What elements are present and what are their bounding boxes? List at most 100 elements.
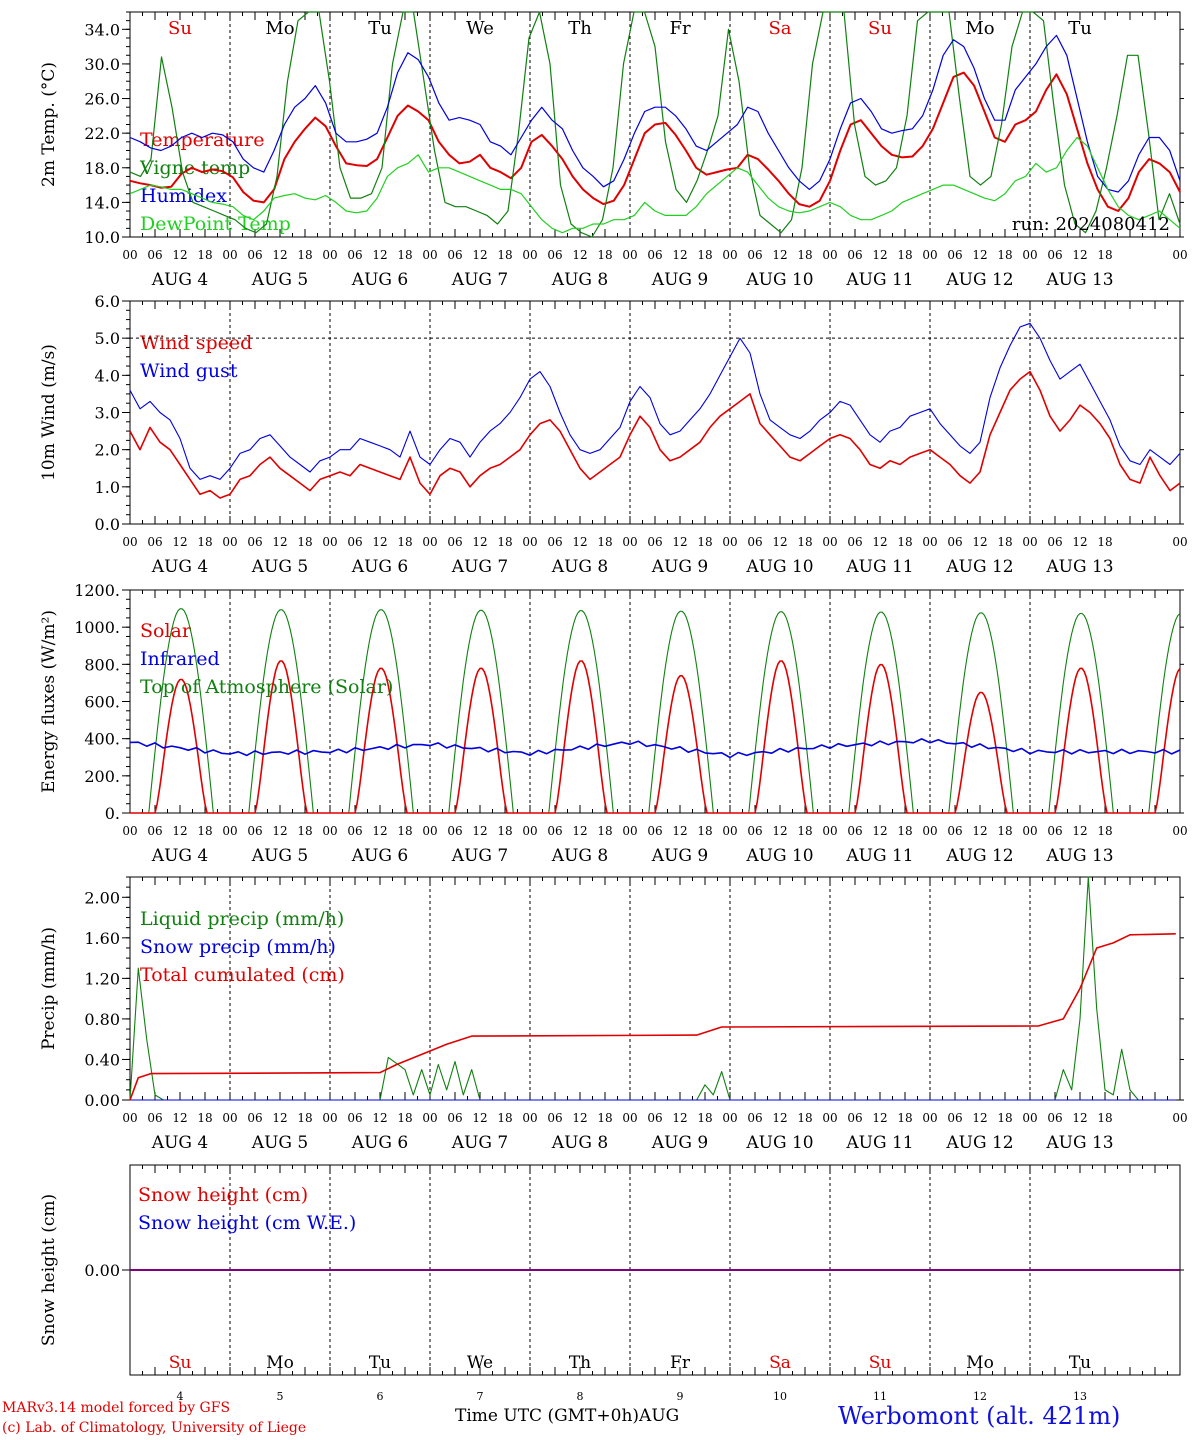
hour-label: 18 [1097, 1111, 1112, 1125]
hour-label: 12 [972, 824, 987, 838]
hour-label: 12 [572, 824, 587, 838]
hour-label: 18 [397, 824, 412, 838]
weekday-label: Mo [266, 1353, 294, 1373]
y-tick-label: 0.40 [84, 1050, 120, 1069]
hour-label: 12 [472, 1111, 487, 1125]
series-line-total [129, 933, 1176, 1101]
y-tick-label: 1.0 [95, 478, 120, 497]
y-tick-label: 0.00 [84, 1261, 120, 1280]
weekday-label: Th [568, 18, 592, 39]
hour-label: 00 [1172, 248, 1187, 262]
hour-label: 12 [772, 1111, 787, 1125]
hour-label: 12 [772, 535, 787, 549]
hour-label: 06 [547, 535, 562, 549]
hour-label: 12 [672, 248, 687, 262]
hour-label: 00 [122, 535, 137, 549]
day-label: AUG 6 [351, 557, 408, 577]
hour-label: 06 [247, 824, 262, 838]
hour-label: 00 [822, 824, 837, 838]
y-tick-label: 400. [84, 730, 120, 749]
hour-label: 12 [872, 1111, 887, 1125]
day-number-label: 9 [677, 1390, 684, 1403]
hour-label: 00 [422, 535, 437, 549]
model-credit: MARv3.14 model forced by GFS [2, 1400, 231, 1416]
series-line-top-of-atmosphere [130, 608, 1181, 814]
hour-label: 06 [247, 1111, 262, 1125]
day-label: AUG 13 [1045, 557, 1113, 577]
panel-5: 0.00 Snow height (cm) Su 4 Mo 5 Tu 6 We 7 Th 8 Fr 9 Sa… [39, 1164, 1184, 1403]
y-tick-label: 1.20 [84, 969, 120, 988]
hour-label: 00 [922, 535, 937, 549]
hour-label: 06 [1047, 535, 1062, 549]
hour-label: 12 [172, 824, 187, 838]
hour-label: 18 [597, 824, 612, 838]
hour-label: 12 [572, 248, 587, 262]
hour-label: 00 [422, 1111, 437, 1125]
hour-label: 06 [847, 1111, 862, 1125]
day-label: AUG 8 [551, 846, 608, 866]
y-tick-label: 18.0 [84, 159, 120, 178]
hour-label: 00 [322, 824, 337, 838]
hour-label: 00 [1022, 535, 1037, 549]
hour-label: 18 [997, 1111, 1012, 1125]
hour-label: 00 [1022, 824, 1037, 838]
day-number-label: 12 [973, 1390, 987, 1403]
hour-label: 12 [1072, 824, 1087, 838]
day-label: AUG 4 [151, 1133, 208, 1153]
weekday-label: Mo [966, 1353, 994, 1373]
hour-label: 12 [1072, 1111, 1087, 1125]
y-tick-label: 0. [105, 804, 120, 823]
y-axis-label: 10m Wind (m/s) [39, 344, 59, 481]
legend-entry: Snow precip (mm/h) [140, 936, 336, 958]
hour-label: 18 [297, 1111, 312, 1125]
hour-label: 00 [622, 1111, 637, 1125]
legend-entry: Liquid precip (mm/h) [140, 908, 344, 930]
hour-label: 06 [847, 535, 862, 549]
day-label: AUG 10 [745, 1133, 813, 1153]
weekday-label: Su [868, 18, 892, 39]
hour-label: 12 [572, 1111, 587, 1125]
hour-label: 00 [322, 248, 337, 262]
legend-entry: Wind gust [140, 360, 238, 382]
hour-label: 00 [1022, 1111, 1037, 1125]
legend-entry: Solar [140, 620, 192, 642]
hour-label: 12 [272, 824, 287, 838]
hour-label: 18 [297, 248, 312, 262]
hour-label: 00 [522, 1111, 537, 1125]
hour-label: 18 [797, 1111, 812, 1125]
hour-label: 00 [622, 248, 637, 262]
hour-label: 18 [597, 535, 612, 549]
day-label: AUG 11 [845, 1133, 913, 1153]
hour-label: 00 [822, 1111, 837, 1125]
hour-label: 12 [272, 535, 287, 549]
hour-label: 12 [472, 248, 487, 262]
hour-label: 06 [447, 535, 462, 549]
station-name: Werbomont (alt. 421m) [838, 1402, 1121, 1430]
hour-label: 12 [972, 535, 987, 549]
hour-label: 00 [1172, 824, 1187, 838]
day-label: AUG 10 [745, 557, 813, 577]
hour-label: 12 [572, 535, 587, 549]
hour-label: 06 [747, 248, 762, 262]
hour-label: 18 [197, 1111, 212, 1125]
panel-frame [129, 300, 1181, 525]
panel-1: 10.0 14.0 18.0 22.0 26.0 30.0 34.0 2m Temp. (°C… [39, 11, 1188, 290]
hour-label: 12 [672, 535, 687, 549]
hour-label: 06 [147, 824, 162, 838]
hour-label: 18 [597, 1111, 612, 1125]
hour-label: 00 [122, 248, 137, 262]
series-line-humidex [129, 34, 1181, 193]
day-label: AUG 4 [151, 846, 208, 866]
hour-label: 12 [772, 824, 787, 838]
weekday-label: Fr [670, 1353, 691, 1373]
hour-label: 12 [272, 248, 287, 262]
hour-label: 06 [447, 1111, 462, 1125]
day-label: AUG 8 [551, 557, 608, 577]
hour-label: 18 [897, 1111, 912, 1125]
hour-label: 00 [722, 535, 737, 549]
day-label: AUG 10 [745, 846, 813, 866]
hour-label: 12 [272, 1111, 287, 1125]
y-tick-label: 2.00 [84, 888, 120, 907]
day-label: AUG 9 [651, 1133, 708, 1153]
series-line-wind-gust [129, 322, 1181, 480]
